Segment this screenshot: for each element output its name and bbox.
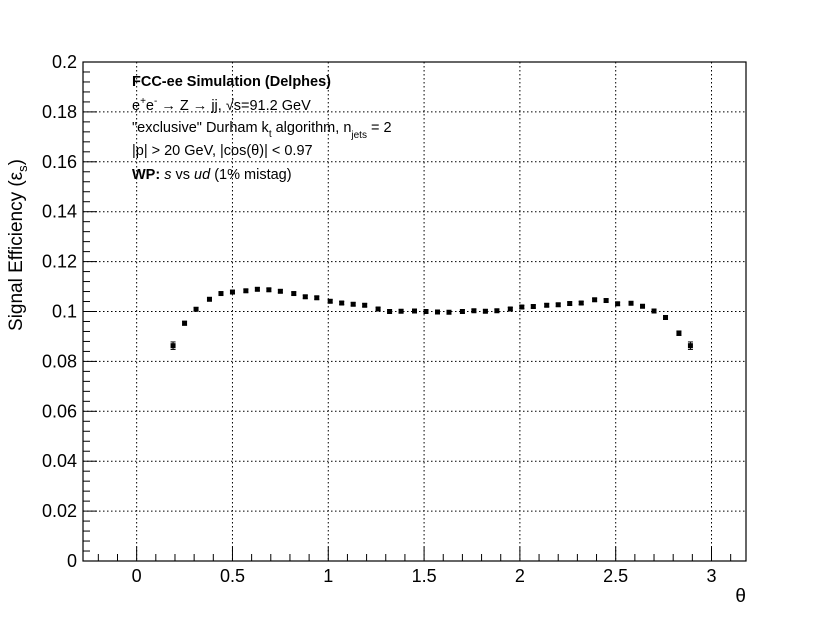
annotation-working-point: WP: s vs ud (1% mistag) (132, 167, 292, 183)
data-point (628, 300, 634, 306)
annotation-algorithm-sub2: jets (350, 130, 367, 141)
data-point (302, 294, 308, 300)
y-tick-label: 0.12 (42, 252, 77, 272)
y-tick-label: 0 (67, 551, 77, 571)
data-point (530, 304, 536, 310)
x-tick-label: 3 (707, 566, 717, 586)
y-tick-label: 0.08 (42, 351, 77, 371)
data-point (578, 300, 584, 306)
annotation-cuts: |p| > 20 GeV, |cos(θ)| < 0.97 (132, 143, 313, 159)
data-point (277, 288, 283, 294)
data-points (170, 286, 693, 350)
annotation-algorithm-a: "exclusive" Durham k (132, 120, 270, 136)
data-point (170, 343, 176, 349)
data-point (519, 304, 525, 310)
data-point (387, 309, 393, 314)
y-tick-label: 0.06 (42, 401, 77, 421)
data-point (687, 343, 693, 349)
data-point (434, 309, 440, 315)
annotation-algorithm-c: = 2 (367, 120, 392, 136)
annotation-wp-s: s (164, 167, 171, 183)
data-point (446, 309, 452, 315)
annotation-process-c: → Z → jj, √s=91.2 GeV (157, 98, 311, 114)
y-tick-label: 0.16 (42, 152, 77, 172)
x-axis-label: θ (735, 586, 746, 607)
annotation-title: FCC-ee Simulation (Delphes) (132, 74, 331, 90)
data-point (471, 308, 477, 314)
data-point (555, 302, 561, 308)
x-tick-label: 1.5 (412, 566, 437, 586)
y-tick-label: 0.1 (52, 302, 77, 322)
x-tick-label: 2 (515, 566, 525, 586)
data-point (651, 308, 657, 314)
data-point (567, 301, 573, 307)
annotation-block: FCC-ee Simulation (Delphes) e+e- → Z → j… (132, 74, 392, 183)
y-tick-label: 0.02 (42, 501, 77, 521)
data-point (592, 297, 598, 303)
data-point (603, 298, 609, 304)
data-point (640, 303, 646, 309)
data-point (494, 308, 500, 314)
data-point (193, 306, 199, 312)
data-point (266, 287, 272, 293)
annotation-algorithm: "exclusive" Durham kt algorithm, njets =… (132, 120, 392, 141)
data-point (412, 308, 417, 314)
data-point (339, 300, 345, 306)
annotation-process-b: e (146, 98, 154, 114)
data-point (676, 330, 682, 336)
data-point (362, 302, 368, 308)
data-point (663, 314, 669, 320)
y-tick-label: 0.18 (42, 102, 77, 122)
data-point (182, 320, 188, 326)
tick-labels: 0 0.5 1 1.5 2 2.5 3 0 0.02 0.04 0.06 0.08 0.1 0.12 0.1… (42, 52, 717, 586)
y-tick-label: 0.14 (42, 202, 77, 222)
data-point (218, 291, 224, 297)
y-axis-label-close: ) (6, 159, 27, 165)
x-tick-label: 0 (132, 566, 142, 586)
y-axis-label-sub: s (15, 165, 30, 172)
annotation-process-a: e (132, 98, 140, 114)
plot-frame (82, 61, 747, 562)
x-tick-label: 1 (323, 566, 333, 586)
annotation-algorithm-sub1: t (269, 129, 272, 140)
axis-ticks (83, 61, 732, 562)
annotation-algorithm-b: algorithm, n (272, 120, 352, 136)
annotation-wp-end: (1% mistag) (210, 167, 291, 183)
annotation-wp-ud: ud (194, 167, 211, 183)
annotation-process-sup1: + (140, 96, 146, 107)
y-axis-label-main: Signal Efficiency (ε (6, 171, 27, 331)
data-point (206, 296, 212, 302)
data-point (350, 301, 356, 307)
data-point (398, 308, 404, 314)
data-point (423, 309, 429, 314)
annotation-process: e+e- → Z → jj, √s=91.2 GeV (132, 96, 311, 114)
annotation-process-sup2: - (154, 96, 157, 107)
y-tick-label: 0.2 (52, 52, 77, 72)
data-point (482, 308, 488, 314)
x-tick-label: 0.5 (220, 566, 245, 586)
data-point (375, 306, 381, 312)
data-point (229, 289, 235, 295)
y-axis-label: Signal Efficiency (εs) (6, 159, 30, 331)
data-point (291, 291, 297, 297)
data-point (254, 286, 260, 292)
data-point (544, 302, 550, 308)
data-point (459, 309, 465, 314)
data-point (314, 295, 320, 301)
data-point (507, 306, 513, 312)
data-point (327, 298, 333, 304)
data-point (243, 288, 249, 294)
annotation-wp-label: WP: (132, 167, 164, 183)
x-tick-label: 2.5 (603, 566, 628, 586)
y-tick-label: 0.04 (42, 451, 77, 471)
data-point (615, 301, 621, 307)
annotation-wp-vs: vs (171, 167, 194, 183)
